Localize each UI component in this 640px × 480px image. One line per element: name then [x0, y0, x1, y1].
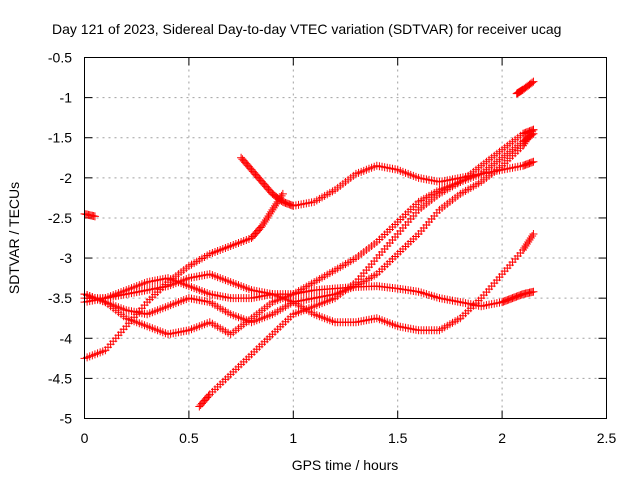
data-point — [518, 246, 527, 255]
data-point-interp — [525, 236, 534, 245]
x-tick-label: 2.5 — [597, 430, 617, 446]
data-point-interp — [264, 211, 273, 220]
y-tick-label: -4 — [60, 330, 73, 346]
data-point-interp — [526, 234, 535, 242]
data-point-interp — [522, 240, 531, 249]
series-arc-1 — [80, 209, 99, 221]
data-point-interp — [259, 219, 268, 228]
y-tick-label: -3 — [60, 250, 73, 266]
series-arc-3 — [237, 153, 538, 210]
data-point — [529, 229, 538, 238]
data-point-interp — [263, 213, 272, 222]
x-tick-label: 0 — [81, 430, 89, 446]
y-tick-labels: -5 -4.5 -4 -3.5 -3 -2.5 -2 -1.5 -1 -0.5 — [48, 50, 72, 427]
data-point-interp — [267, 207, 276, 216]
data-point — [529, 287, 538, 296]
grid-lines — [84, 57, 607, 419]
x-tick-label: 1 — [289, 430, 297, 446]
data-point-interp — [524, 238, 533, 247]
data-point-interp — [269, 203, 278, 212]
data-point-interp — [265, 209, 274, 218]
data-point-interp — [521, 137, 530, 146]
data-point — [529, 125, 538, 134]
data-point-interp — [522, 135, 531, 144]
x-tick-label: 2 — [498, 430, 506, 446]
x-tick-label: 1.5 — [388, 430, 408, 446]
y-tick-label: -5 — [60, 411, 73, 427]
data-point-interp — [272, 199, 281, 208]
x-axis-label: GPS time / hours — [292, 457, 399, 473]
y-tick-label: -2 — [60, 170, 73, 186]
data-point-interp — [271, 201, 280, 210]
data-point-interp — [528, 78, 537, 87]
x-tick-labels: 0 0.5 1 1.5 2 2.5 — [81, 430, 617, 446]
y-tick-label: -1.5 — [48, 130, 72, 146]
data-point — [257, 221, 266, 230]
series-arc-2 — [80, 189, 287, 363]
plot-frame — [84, 57, 607, 419]
y-axis-label: SDTVAR / TECUs — [6, 182, 22, 294]
series-arc-7 — [80, 125, 538, 327]
data-series — [80, 77, 538, 411]
data-point — [518, 141, 527, 150]
chart-title: Day 121 of 2023, Sidereal Day-to-day VTE… — [52, 21, 561, 37]
data-point-interp — [521, 242, 530, 251]
y-tick-label: -4.5 — [48, 370, 72, 386]
series-arc-5 — [80, 229, 538, 335]
data-point-interp — [261, 215, 270, 224]
y-tick-label: -0.5 — [48, 50, 72, 66]
data-point — [529, 77, 538, 86]
data-point-interp — [528, 158, 537, 167]
data-point-interp — [528, 231, 537, 240]
data-point — [90, 212, 99, 221]
x-tick-label: 0.5 — [179, 430, 199, 446]
data-point — [278, 189, 287, 198]
data-point — [268, 205, 277, 214]
data-point-interp — [204, 391, 213, 400]
series-arc-9 — [512, 77, 538, 98]
data-point-interp — [520, 139, 529, 148]
data-point-interp — [520, 244, 529, 253]
data-point — [529, 157, 538, 166]
y-tick-label: -2.5 — [48, 210, 72, 226]
data-point-interp — [528, 126, 537, 135]
y-tick-label: -3.5 — [48, 290, 72, 306]
series-arc-8 — [195, 125, 538, 411]
data-point-interp — [260, 217, 269, 226]
y-tick-label: -1 — [60, 90, 73, 106]
